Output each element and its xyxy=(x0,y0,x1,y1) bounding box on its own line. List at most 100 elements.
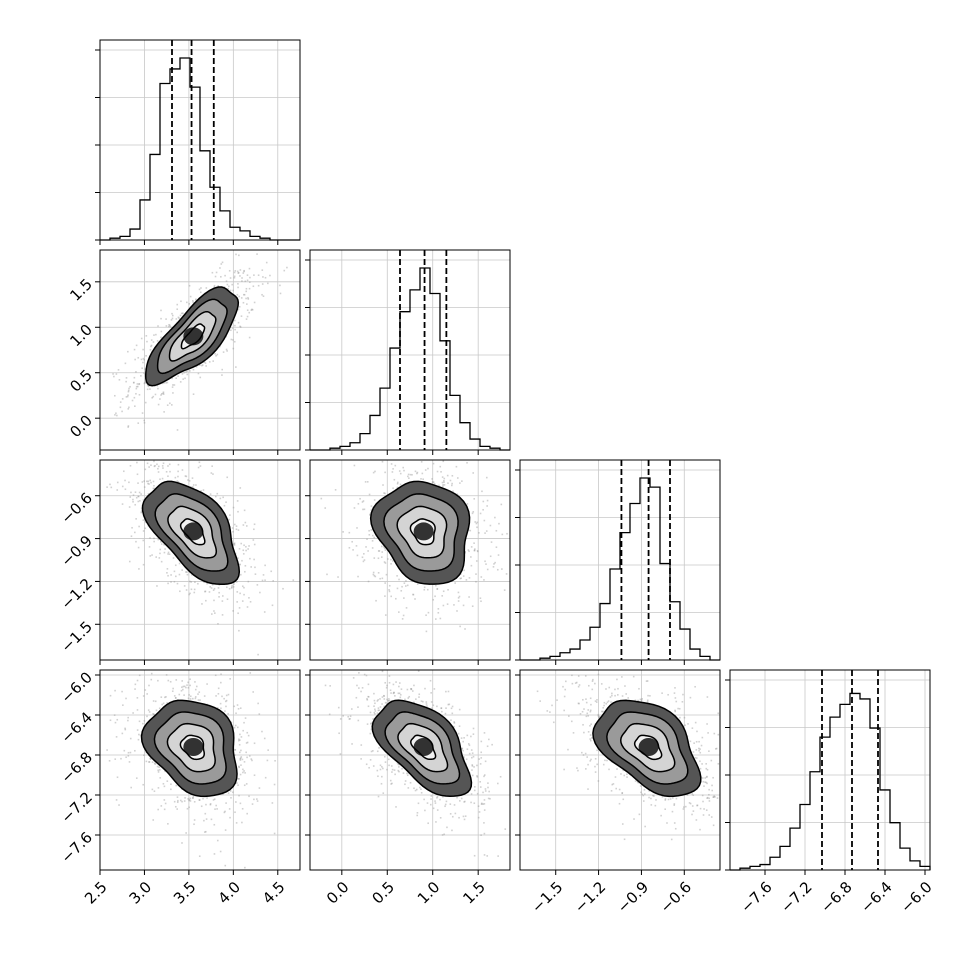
y-tick-label: 1.0 xyxy=(66,321,96,351)
scatter-point xyxy=(162,392,164,395)
scatter-point xyxy=(264,776,267,779)
scatter-point xyxy=(199,291,202,294)
scatter-point xyxy=(163,785,166,788)
scatter-point xyxy=(355,545,358,547)
scatter-point xyxy=(390,558,392,561)
scatter-point xyxy=(442,604,445,607)
scatter-point xyxy=(563,768,565,771)
scatter-point xyxy=(129,751,132,754)
contour-line xyxy=(166,722,216,773)
scatter-point xyxy=(215,695,217,697)
scatter-point xyxy=(232,339,234,341)
scatter-point xyxy=(147,385,150,388)
scatter-point xyxy=(438,484,440,487)
scatter-point xyxy=(243,269,245,272)
scatter-point xyxy=(453,604,455,606)
scatter-point xyxy=(134,683,137,686)
scatter-point xyxy=(437,608,440,610)
scatter-point xyxy=(177,799,179,802)
scatter-point xyxy=(235,525,238,527)
scatter-point xyxy=(248,597,250,599)
scatter-point xyxy=(149,555,152,557)
scatter-point xyxy=(440,471,442,473)
scatter-point xyxy=(231,283,233,286)
scatter-point xyxy=(159,478,161,481)
panel-frame xyxy=(99,669,301,871)
scatter-point xyxy=(386,698,388,701)
contour-line xyxy=(141,480,241,585)
scatter-point xyxy=(247,580,250,583)
scatter-point xyxy=(395,681,397,683)
scatter-point xyxy=(167,553,169,555)
scatter-point xyxy=(189,295,192,298)
scatter-point xyxy=(153,484,155,487)
scatter-point xyxy=(250,758,253,760)
scatter-point xyxy=(240,764,242,766)
scatter-point xyxy=(135,385,138,388)
scatter-point xyxy=(195,365,198,368)
scatter-point xyxy=(577,769,579,772)
scatter-point xyxy=(476,521,479,524)
scatter-point xyxy=(262,276,264,278)
scatter-point xyxy=(239,326,242,328)
scatter-point xyxy=(458,816,460,819)
scatter-point xyxy=(246,303,248,305)
contour-line xyxy=(396,505,448,559)
y-tick-label: −1.2 xyxy=(58,575,96,613)
scatter-point xyxy=(394,597,397,600)
scatter-point xyxy=(391,782,393,785)
scatter-point xyxy=(707,732,709,734)
scatter-point xyxy=(173,570,176,573)
scatter-point xyxy=(486,568,489,571)
scatter-point xyxy=(398,763,401,766)
scatter-point xyxy=(128,761,131,763)
scatter-point xyxy=(405,607,408,609)
y-tick-label: −7.6 xyxy=(58,828,96,866)
panel-2-2 xyxy=(515,459,721,665)
scatter-point xyxy=(686,794,689,796)
scatter-point xyxy=(146,480,148,483)
scatter-point xyxy=(248,267,251,270)
scatter-point xyxy=(174,697,177,699)
scatter-point xyxy=(717,733,720,736)
scatter-point xyxy=(243,293,246,296)
scatter-point xyxy=(413,787,415,790)
scatter-point xyxy=(233,275,236,278)
scatter-point xyxy=(457,591,460,594)
scatter-point xyxy=(253,523,256,526)
scatter-point xyxy=(475,573,477,575)
scatter-point xyxy=(483,774,486,776)
scatter-point xyxy=(127,426,129,428)
scatter-point xyxy=(109,483,111,486)
scatter-point xyxy=(664,798,667,800)
scatter-point xyxy=(250,566,252,568)
scatter-point xyxy=(175,318,178,320)
scatter-point xyxy=(372,573,375,576)
scatter-point xyxy=(472,755,475,758)
scatter-point xyxy=(404,698,406,701)
scatter-point xyxy=(468,596,470,598)
scatter-point xyxy=(258,713,261,715)
scatter-point xyxy=(158,766,160,768)
scatter-point xyxy=(159,552,161,555)
scatter-point xyxy=(248,287,251,290)
scatter-point xyxy=(423,798,425,801)
scatter-point xyxy=(407,787,410,789)
scatter-point xyxy=(611,694,613,697)
scatter-point xyxy=(416,472,418,475)
scatter-point xyxy=(220,681,222,684)
x-tick-label: 0.5 xyxy=(368,878,398,908)
scatter-point xyxy=(153,460,155,463)
scatter-point xyxy=(153,537,155,540)
scatter-point xyxy=(198,799,201,801)
scatter-point xyxy=(618,802,621,805)
scatter-point xyxy=(179,314,182,317)
scatter-point xyxy=(360,744,363,746)
scatter-point xyxy=(114,758,117,760)
scatter-point xyxy=(478,532,480,534)
scatter-point xyxy=(243,293,245,296)
scatter-point xyxy=(427,467,429,470)
scatter-point xyxy=(453,721,455,723)
scatter-point xyxy=(436,470,439,473)
scatter-point xyxy=(462,749,464,752)
